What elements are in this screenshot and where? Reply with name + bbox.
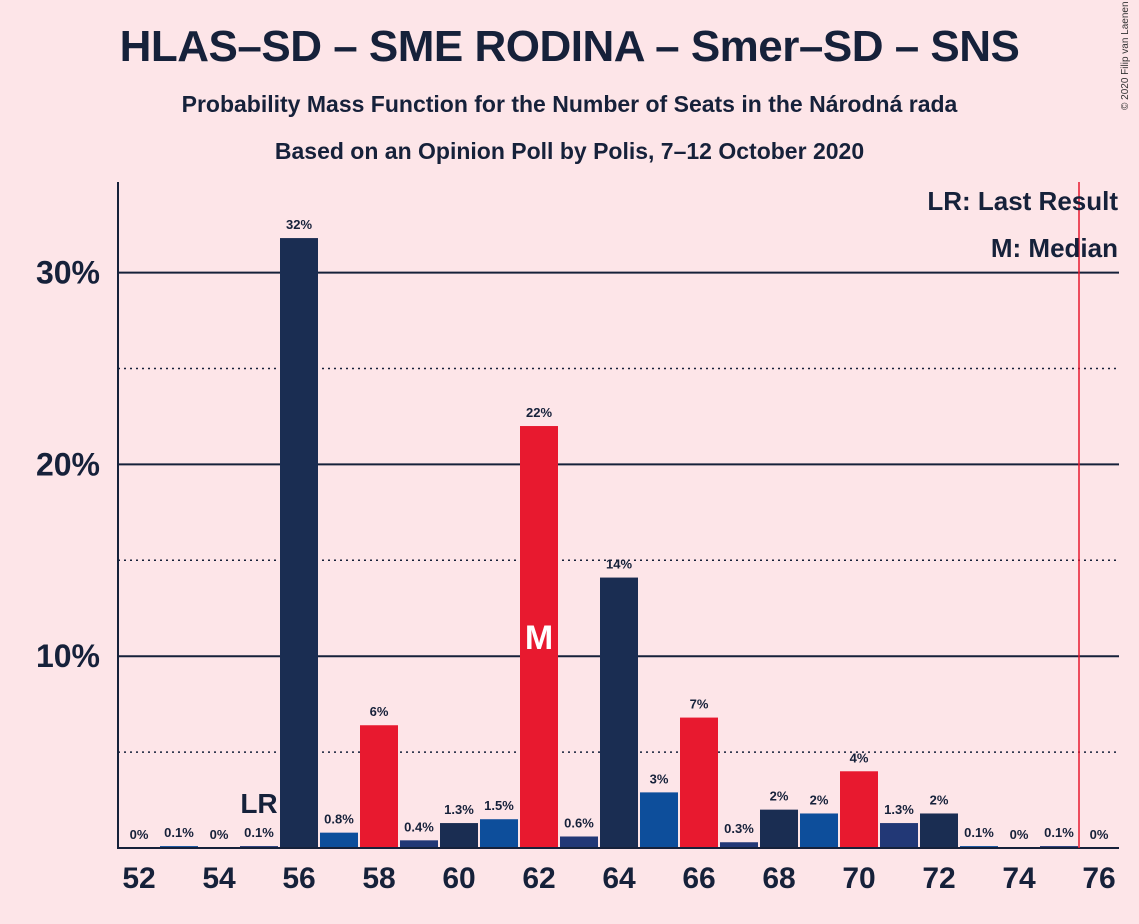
bar-label-70: 4%: [850, 750, 869, 765]
x-tick-label: 64: [602, 862, 636, 895]
bar-label-74: 0%: [1010, 827, 1029, 842]
bar-label-57: 0.8%: [324, 812, 354, 827]
bar-label-73: 0.1%: [964, 825, 994, 840]
bar-label-69: 2%: [810, 792, 829, 807]
bar-63: [560, 836, 598, 848]
legend-last-result: LR: Last Result: [927, 186, 1118, 216]
x-tick-label: 60: [442, 862, 475, 895]
legend-median: M: Median: [990, 233, 1118, 263]
x-tick-label: 54: [202, 862, 236, 895]
x-tick-label: 58: [362, 862, 395, 895]
bar-label-62: 22%: [526, 405, 552, 420]
bar-label-76: 0%: [1090, 827, 1109, 842]
bar-label-60: 1.3%: [444, 802, 474, 817]
x-tick-label: 72: [922, 862, 955, 895]
bar-68: [760, 809, 798, 848]
x-tick-label: 68: [762, 862, 795, 895]
chart-title: HLAS–SD – SME RODINA – Smer–SD – SNS: [119, 22, 1020, 71]
x-tick-label: 52: [122, 862, 155, 895]
bar-72: [920, 813, 958, 848]
x-tick-label: 76: [1082, 862, 1115, 895]
bar-label-71: 1.3%: [884, 802, 914, 817]
bar-value-labels: 0% 0.1% 0% 0.1% 32% 0.8% 6% 0.4% 1.3% 1.5% 22% 0.6%…: [130, 217, 1109, 842]
x-tick-label: 62: [522, 862, 555, 895]
bar-label-58: 6%: [370, 704, 389, 719]
bar-label-66: 7%: [690, 697, 709, 712]
bar-label-59: 0.4%: [404, 819, 434, 834]
bar-64: [600, 577, 638, 848]
bars: [160, 238, 1078, 849]
bar-60: [440, 823, 478, 848]
bar-label-61: 1.5%: [484, 798, 514, 813]
bar-label-64: 14%: [606, 557, 632, 572]
bar-58: [360, 725, 398, 848]
bar-label-54: 0%: [210, 827, 229, 842]
bar-59: [400, 840, 438, 848]
bar-66: [680, 717, 718, 848]
bar-label-67: 0.3%: [724, 821, 754, 836]
bar-label-53: 0.1%: [164, 825, 194, 840]
x-tick-label: 56: [282, 862, 315, 895]
bar-label-65: 3%: [650, 771, 669, 786]
last-result-marker: LR: [240, 788, 277, 819]
bar-label-63: 0.6%: [564, 815, 594, 830]
y-tick-label: 30%: [36, 255, 100, 291]
bar-69: [800, 813, 838, 848]
bar-67: [720, 842, 758, 848]
x-tick-label: 70: [842, 862, 875, 895]
axes: [117, 182, 1119, 849]
chart-source-subtitle: Based on an Opinion Poll by Polis, 7–12 …: [274, 138, 865, 164]
x-tick-label: 74: [1002, 862, 1036, 895]
bar-label-68: 2%: [770, 789, 789, 804]
bar-57: [320, 832, 358, 848]
bar-62: [520, 426, 558, 848]
bar-label-72: 2%: [930, 792, 949, 807]
bar-65: [640, 792, 678, 848]
median-marker: M: [525, 619, 553, 657]
x-tick-label: 66: [682, 862, 715, 895]
y-tick-label: 20%: [36, 446, 100, 482]
bar-label-52: 0%: [130, 827, 149, 842]
chart-subtitle: Probability Mass Function for the Number…: [181, 91, 958, 117]
tick-labels: 10% 20% 30% 52 54 56 58 60 62 64 66 68 70 72 74 76: [36, 255, 1116, 895]
bar-71: [880, 823, 918, 848]
bar-label-75: 0.1%: [1044, 825, 1074, 840]
bar-61: [480, 819, 518, 848]
y-tick-label: 10%: [36, 638, 100, 674]
markers: LR M: [240, 619, 553, 819]
bar-label-56: 32%: [286, 217, 312, 232]
bar-70: [840, 771, 878, 848]
bar-label-55: 0.1%: [244, 825, 274, 840]
bar-56: [280, 238, 318, 849]
